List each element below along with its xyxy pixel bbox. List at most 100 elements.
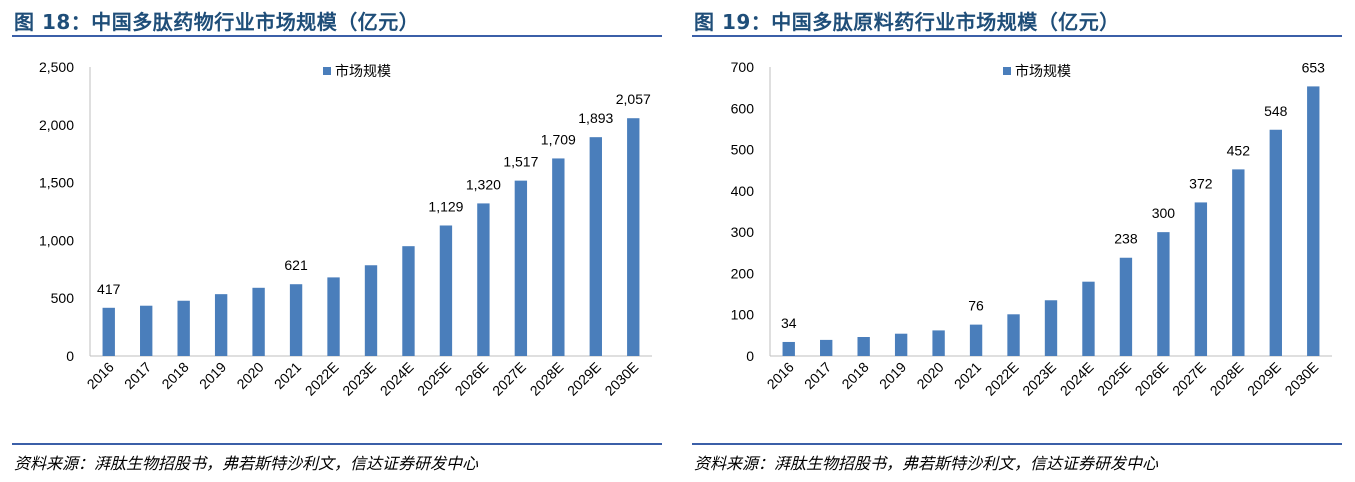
bar <box>327 277 340 356</box>
bar <box>439 225 453 356</box>
data-label: 1,320 <box>466 176 501 192</box>
x-tick-label: 2027E <box>1169 359 1209 399</box>
y-tick-label: 400 <box>731 183 755 199</box>
bar <box>214 294 228 356</box>
y-tick-label: 1,000 <box>39 232 74 248</box>
data-label: 1,709 <box>541 131 576 147</box>
bar <box>140 305 153 356</box>
bar <box>402 246 415 356</box>
y-tick-label: 200 <box>731 265 755 281</box>
bar <box>969 324 983 356</box>
bar <box>820 339 833 356</box>
y-tick-label: 100 <box>731 307 755 323</box>
chart-panel-api: 图 19：中国多肽原料药行业市场规模（亿元） 0 100 200 300 400 500 6… <box>692 0 1342 482</box>
x-tick-label: 2029E <box>564 359 604 399</box>
bar <box>1044 300 1058 356</box>
data-label: 1,517 <box>503 154 538 170</box>
data-label: 417 <box>97 281 121 297</box>
x-tick-label: 2023E <box>1019 359 1059 399</box>
data-label: 1,893 <box>578 110 613 126</box>
bar <box>627 118 640 356</box>
x-tick-label: 2019 <box>876 359 909 392</box>
legend-swatch <box>323 67 331 75</box>
source-note: 资料来源：湃肽生物招股书，弗若斯特沙利文，信达证券研发中心 <box>694 454 1159 473</box>
x-tick-label: 2019 <box>196 359 229 392</box>
bar <box>1194 202 1208 356</box>
bar <box>1082 281 1095 356</box>
y-tick-label: 500 <box>731 142 755 158</box>
bar-chart-api: 0 100 200 300 400 500 600 700 34 2016 2017 2018 2019… <box>731 59 1332 399</box>
bar <box>932 330 945 356</box>
x-tick-label: 2021 <box>271 359 304 392</box>
data-label: 621 <box>284 257 308 273</box>
bar <box>1007 314 1020 356</box>
title-divider <box>12 35 662 37</box>
y-tick-label: 600 <box>731 100 755 116</box>
x-tick-label: 2027E <box>489 359 529 399</box>
x-tick-label: 2021 <box>951 359 984 392</box>
y-tick-label: 0 <box>746 348 754 364</box>
bar <box>477 203 490 356</box>
x-tick-label: 2030E <box>1281 359 1321 399</box>
bar <box>589 137 602 356</box>
y-tick-label: 300 <box>731 224 755 240</box>
y-tick-label: 1,500 <box>39 175 74 191</box>
x-tick-label: 2017 <box>121 359 154 392</box>
x-tick-label: 2029E <box>1244 359 1284 399</box>
x-tick-label: 2022E <box>982 359 1022 399</box>
x-tick-label: 2026E <box>1132 359 1172 399</box>
bar <box>1119 257 1133 356</box>
data-label: 653 <box>1302 59 1326 75</box>
bar <box>857 337 870 356</box>
x-tick-label: 2026E <box>452 359 492 399</box>
x-tick-label: 2025E <box>1094 359 1134 399</box>
y-tick-label: 2,000 <box>39 117 74 133</box>
y-tick-label: 0 <box>66 348 74 364</box>
x-tick-label: 2028E <box>1207 359 1247 399</box>
x-tick-label: 2024E <box>1057 359 1097 399</box>
source-divider <box>692 443 1342 445</box>
bar <box>514 180 528 356</box>
x-tick-label: 2020 <box>913 359 946 392</box>
data-label: 238 <box>1114 231 1138 247</box>
data-label: 372 <box>1189 175 1213 191</box>
bar <box>1269 129 1282 356</box>
data-label: 34 <box>781 315 797 331</box>
bar <box>177 300 190 356</box>
chart-panel-market: 图 18：中国多肽药物行业市场规模（亿元） 0 500 1,000 1,500 2,00… <box>12 0 662 482</box>
data-label: 548 <box>1264 103 1288 119</box>
chart-title: 图 18：中国多肽药物行业市场规模（亿元） <box>14 10 420 34</box>
x-tick-label: 2017 <box>801 359 834 392</box>
bar <box>1157 232 1170 356</box>
x-tick-label: 2018 <box>158 359 191 392</box>
x-tick-label: 2016 <box>764 359 797 392</box>
x-tick-label: 2024E <box>377 359 417 399</box>
data-label: 452 <box>1227 142 1251 158</box>
bar <box>1232 169 1245 356</box>
data-label: 2,057 <box>616 91 651 107</box>
x-tick-label: 2023E <box>339 359 379 399</box>
legend-label: 市场规模 <box>335 63 391 79</box>
data-label: 1,129 <box>428 198 463 214</box>
chart-title: 图 19：中国多肽原料药行业市场规模（亿元） <box>694 10 1120 34</box>
bar <box>364 265 378 356</box>
legend-swatch <box>1003 67 1011 75</box>
x-tick-label: 2020 <box>233 359 266 392</box>
x-tick-label: 2030E <box>601 359 641 399</box>
bar <box>102 307 115 356</box>
y-tick-label: 700 <box>731 59 755 75</box>
bar <box>894 333 908 356</box>
y-tick-label: 500 <box>51 290 75 306</box>
source-divider <box>12 443 662 445</box>
source-note: 资料来源：湃肽生物招股书，弗若斯特沙利文，信达证券研发中心 <box>14 454 479 473</box>
x-tick-label: 2016 <box>84 359 117 392</box>
bar <box>1307 86 1320 356</box>
x-tick-label: 2028E <box>527 359 567 399</box>
x-tick-label: 2025E <box>414 359 454 399</box>
bar <box>252 287 265 356</box>
legend-label: 市场规模 <box>1015 63 1071 79</box>
x-tick-label: 2022E <box>302 359 342 399</box>
bar <box>782 341 795 356</box>
title-divider <box>692 35 1342 37</box>
